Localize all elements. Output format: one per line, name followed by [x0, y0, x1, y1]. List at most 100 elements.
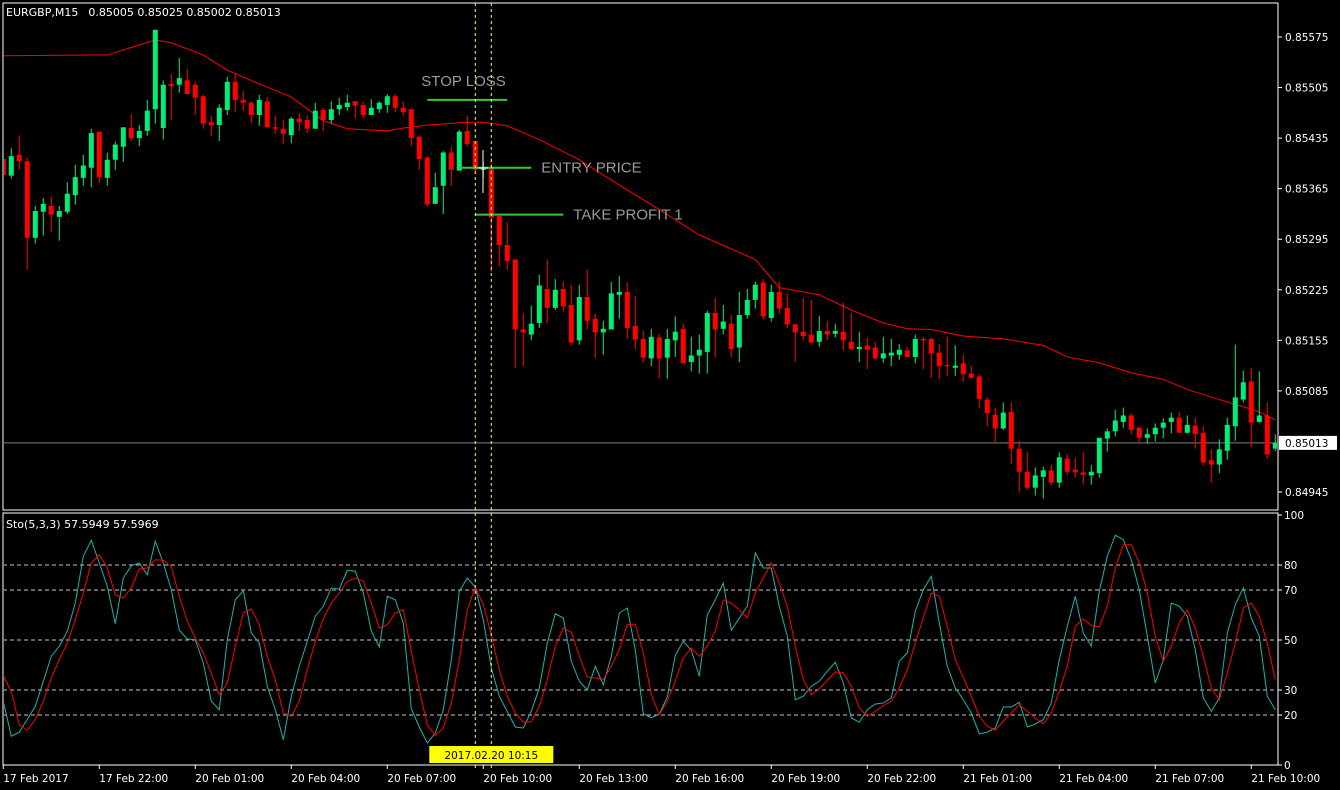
- candle-body: [808, 334, 814, 343]
- candle: [912, 334, 918, 364]
- candle: [88, 128, 94, 188]
- candle: [920, 336, 926, 370]
- candle: [808, 299, 814, 345]
- candle-body: [560, 289, 566, 307]
- candle-body: [304, 120, 310, 129]
- candle: [280, 120, 286, 144]
- price-axis-label: 0.84945: [1285, 487, 1328, 499]
- candle-body: [24, 161, 30, 238]
- candle-body: [88, 133, 94, 168]
- candle-body: [376, 102, 382, 110]
- candle: [1136, 426, 1142, 444]
- candle: [1128, 413, 1134, 435]
- candle: [704, 310, 710, 374]
- candle: [8, 148, 14, 179]
- candle-body: [800, 331, 806, 336]
- candle-body: [160, 84, 166, 128]
- candle-body: [1128, 415, 1134, 430]
- candle-body: [488, 167, 494, 218]
- time-axis-label: 20 Feb 22:00: [867, 773, 936, 785]
- candle: [632, 295, 638, 349]
- candle-body: [264, 101, 270, 128]
- candle: [696, 334, 702, 374]
- candle-body: [648, 336, 654, 359]
- stochastic-plot-area: [4, 534, 1277, 744]
- candle: [608, 281, 614, 330]
- candle-body: [320, 109, 326, 121]
- candle-body: [840, 331, 846, 341]
- candle-body: [296, 118, 302, 123]
- candle: [96, 131, 102, 183]
- candle: [224, 76, 230, 115]
- candle-body: [824, 330, 830, 335]
- candle: [1032, 467, 1038, 496]
- candle: [416, 135, 422, 170]
- candle: [80, 154, 86, 186]
- candle-body: [1176, 417, 1182, 433]
- candle-body: [280, 128, 286, 134]
- candle: [1024, 452, 1030, 490]
- candle-body: [904, 350, 910, 357]
- candle-body: [592, 318, 598, 333]
- candle: [1272, 434, 1277, 451]
- candle-body: [1152, 427, 1158, 435]
- candle: [864, 337, 870, 370]
- candle-body: [1256, 415, 1262, 422]
- candle: [296, 112, 302, 131]
- candle-body: [456, 131, 462, 171]
- candle: [624, 282, 630, 339]
- candle-body: [728, 323, 734, 349]
- candle: [40, 198, 46, 236]
- candle-body: [1088, 471, 1094, 476]
- candle: [656, 333, 662, 379]
- candle: [240, 91, 246, 111]
- candle-body: [936, 352, 942, 367]
- candle: [4, 159, 6, 175]
- stochastic-axis-label: 100: [1284, 510, 1304, 522]
- candle: [744, 289, 750, 319]
- candle: [672, 316, 678, 357]
- candle-body: [1024, 471, 1030, 488]
- candle-body: [544, 289, 550, 308]
- candle: [816, 315, 822, 347]
- crosshair-time-badge: [429, 746, 554, 763]
- candle-body: [584, 297, 590, 321]
- annotation-label: TAKE PROFIT 1: [573, 207, 682, 224]
- candle: [568, 284, 574, 346]
- candle: [736, 291, 742, 362]
- candle: [232, 73, 238, 113]
- candle: [776, 281, 782, 314]
- candle-body: [1136, 427, 1142, 438]
- candle-body: [760, 282, 766, 317]
- candle-body: [672, 331, 678, 341]
- candle-body: [720, 321, 726, 329]
- candle-body: [1168, 417, 1174, 422]
- candle-body: [48, 206, 54, 215]
- candle-body: [624, 291, 630, 329]
- candle-body: [1056, 457, 1062, 483]
- price-panel[interactable]: STOP LOSS ENTRY PRICE TAKE PROFIT 1: [1, 2, 1279, 511]
- candle: [664, 328, 670, 379]
- candle-body: [1040, 470, 1046, 477]
- candle-body: [208, 122, 214, 126]
- candle: [248, 101, 254, 123]
- candle-body: [1232, 397, 1238, 427]
- candle-body: [432, 187, 438, 204]
- candle: [896, 343, 902, 360]
- candle: [352, 101, 358, 119]
- candle-body: [64, 193, 70, 212]
- stochastic-panel[interactable]: [2, 512, 1279, 766]
- candle-body: [1144, 434, 1150, 438]
- candle: [192, 81, 198, 115]
- candle: [992, 407, 998, 443]
- candle: [464, 115, 470, 147]
- candle-body: [888, 352, 894, 356]
- candle-body: [464, 130, 470, 144]
- candle: [880, 336, 886, 363]
- candle-body: [1016, 448, 1022, 472]
- candle-body: [680, 328, 686, 364]
- candle: [592, 313, 598, 359]
- candle-body: [72, 177, 78, 196]
- candle-body: [8, 156, 14, 176]
